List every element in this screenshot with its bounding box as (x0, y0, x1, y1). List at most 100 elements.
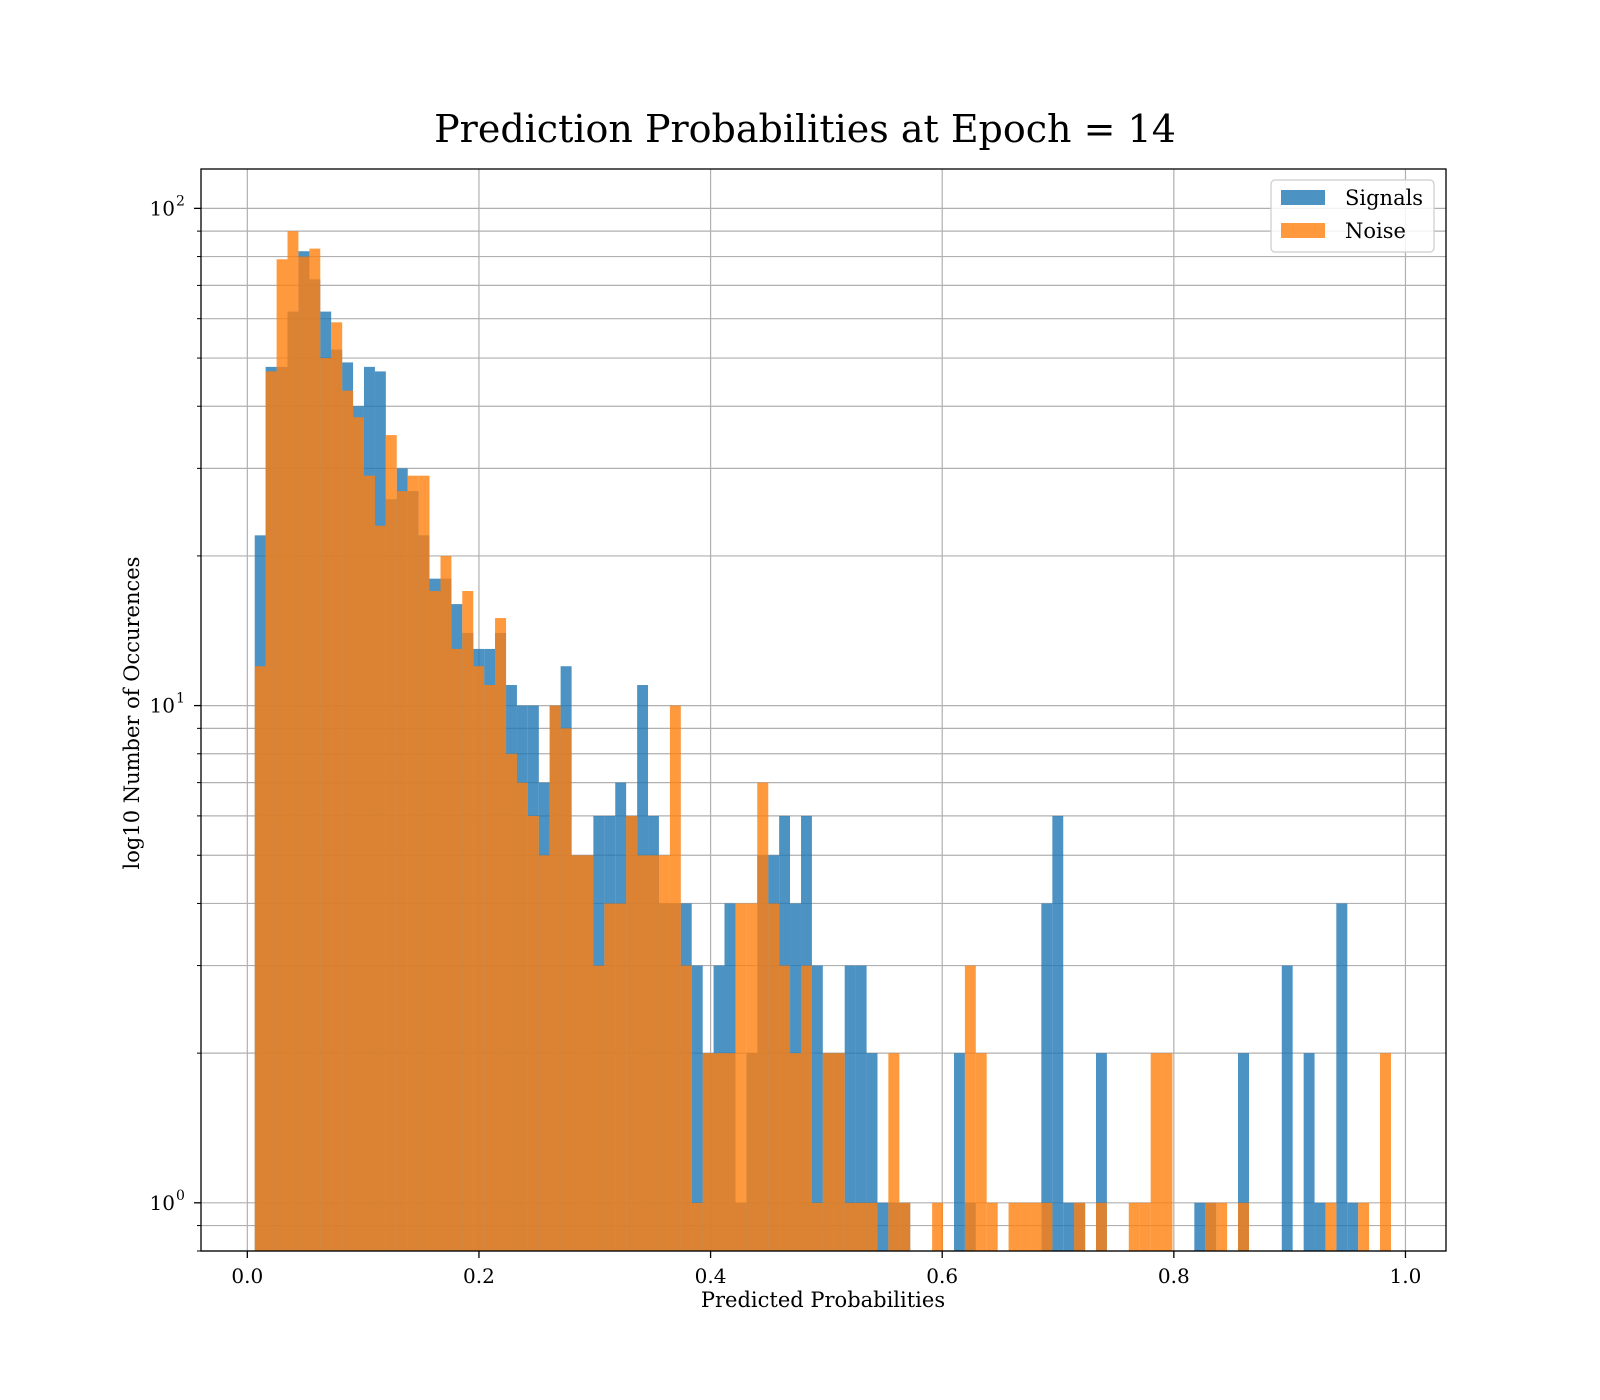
signals-bar (1314, 1202, 1326, 1251)
noise-bar (484, 685, 496, 1251)
x-tick-label: 0.6 (926, 1264, 958, 1288)
noise-bar (538, 855, 550, 1251)
signals-bar (1096, 1053, 1107, 1251)
noise-bar (1096, 1202, 1107, 1251)
signals-bar (1347, 1202, 1359, 1251)
signals-bar (1041, 903, 1053, 1251)
noise-bar (735, 903, 747, 1251)
noise-bar (473, 666, 485, 1251)
legend: Signals Noise (1270, 179, 1435, 253)
noise-bar (964, 965, 976, 1251)
noise-bar (855, 1202, 867, 1251)
legend-swatch (1281, 223, 1325, 238)
noise-bar (1379, 1053, 1391, 1251)
signals-bar (877, 1202, 889, 1251)
noise-bar (1030, 1202, 1042, 1251)
noise-bar (298, 256, 310, 1251)
noise-bar (724, 1053, 736, 1251)
noise-bar (691, 1202, 703, 1251)
noise-bar (276, 259, 288, 1251)
signals-bar (1336, 903, 1348, 1251)
noise-bar (342, 390, 354, 1251)
noise-bar (822, 1053, 834, 1251)
noise-bar (549, 705, 561, 1251)
noise-bar (1139, 1202, 1151, 1251)
plot-frame (200, 168, 1447, 1252)
noise-bars (254, 231, 1391, 1252)
noise-bar (1019, 1202, 1031, 1251)
noise-bar (506, 753, 517, 1251)
noise-bar (451, 648, 463, 1251)
noise-bar (1237, 1202, 1250, 1251)
noise-bar (1074, 1202, 1086, 1251)
signals-bar (1063, 1202, 1075, 1251)
y-tick-exponent: 2 (176, 193, 185, 209)
noise-bar (254, 666, 266, 1251)
noise-bar (844, 1202, 856, 1251)
noise-bar (429, 591, 441, 1251)
noise-bar (407, 475, 419, 1251)
x-tick-label: 0.2 (463, 1264, 495, 1288)
noise-bar (374, 525, 386, 1251)
signals-bar (1303, 1053, 1315, 1251)
noise-bar (1216, 1202, 1228, 1251)
noise-bar (986, 1202, 998, 1251)
noise-bar (888, 1053, 900, 1251)
noise-bar (1205, 1202, 1217, 1251)
y-tick-label: 10 (150, 694, 175, 718)
noise-bar (702, 1053, 714, 1251)
x-tick-label: 0.0 (231, 1264, 263, 1288)
noise-bar (363, 475, 375, 1251)
noise-bar (669, 705, 681, 1251)
chart-title: Prediction Probabilities at Epoch = 14 (434, 107, 1176, 151)
noise-bar (560, 728, 572, 1251)
noise-bar (615, 903, 627, 1251)
noise-bar (680, 965, 692, 1251)
noise-bar (757, 782, 769, 1251)
signals-bar (691, 965, 703, 1251)
signals-bar (855, 965, 867, 1251)
y-tick-label: 10 (150, 1191, 175, 1215)
signals-bar (866, 1053, 878, 1251)
noise-bar (1008, 1202, 1020, 1251)
noise-bar (309, 248, 321, 1251)
noise-bar (1325, 1202, 1337, 1251)
noise-bar (932, 1202, 944, 1251)
noise-bar (582, 855, 594, 1251)
noise-bar (801, 965, 812, 1251)
noise-bar (1150, 1053, 1162, 1251)
noise-bar (396, 491, 408, 1251)
y-tick-exponent: 1 (176, 691, 185, 707)
signals-bar (1237, 1053, 1250, 1251)
noise-bar (713, 1053, 725, 1251)
signals-bar (1281, 965, 1293, 1251)
noise-bar (593, 965, 605, 1251)
signals-bar (1052, 815, 1064, 1251)
noise-bar (1161, 1053, 1173, 1251)
noise-bar (626, 815, 638, 1251)
noise-bar (462, 591, 474, 1251)
signals-bar (811, 965, 823, 1251)
noise-bar (495, 618, 507, 1251)
noise-bar (353, 417, 364, 1251)
signals-bar (844, 965, 856, 1251)
x-tick-label: 0.8 (1158, 1264, 1190, 1288)
noise-bar (790, 1053, 802, 1251)
y-tick-label: 10 (150, 196, 175, 220)
noise-bar (1358, 1202, 1370, 1251)
noise-bar (1041, 1202, 1053, 1251)
noise-bar (516, 782, 528, 1251)
noise-bar (265, 371, 277, 1251)
noise-bar (571, 855, 583, 1251)
noise-bar (648, 855, 659, 1251)
noise-bar (527, 815, 539, 1251)
legend-swatch (1281, 190, 1325, 205)
y-axis-label: log10 Number of Occurences (120, 557, 144, 870)
noise-bar (604, 903, 616, 1251)
noise-bar (320, 358, 332, 1251)
noise-bar (975, 1053, 987, 1251)
noise-bar (746, 903, 758, 1251)
noise-bar (658, 855, 670, 1251)
